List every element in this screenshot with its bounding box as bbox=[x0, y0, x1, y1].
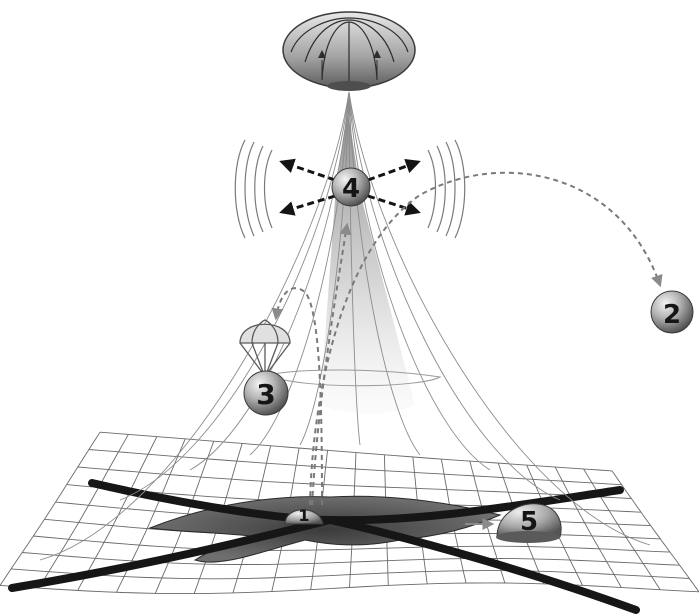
funnel-line bbox=[348, 91, 491, 471]
node-2-label: 2 bbox=[663, 300, 681, 330]
mesh-line-horizontal bbox=[77, 466, 632, 499]
mesh-line-horizontal bbox=[22, 552, 680, 566]
ground-curve-right bbox=[8, 515, 640, 614]
node-1-label: 1 bbox=[298, 506, 309, 525]
parachute-icon bbox=[239, 319, 291, 373]
node-2: 2 bbox=[650, 290, 694, 334]
mesh-line-vertical bbox=[611, 470, 699, 593]
funnel-line bbox=[39, 91, 350, 561]
funnel-ring bbox=[266, 369, 442, 387]
funnel-line bbox=[249, 91, 350, 456]
funnel-line bbox=[348, 91, 361, 446]
funnel-line bbox=[348, 91, 421, 456]
funnel-line bbox=[189, 91, 350, 471]
mesh-line-horizontal bbox=[88, 449, 622, 486]
mesh-line-horizontal bbox=[33, 535, 671, 553]
node-5-label: 5 bbox=[520, 507, 538, 537]
mesh-line-vertical bbox=[0, 431, 101, 586]
radiating-arrows bbox=[279, 158, 421, 216]
trajectory-1-to-3 bbox=[271, 287, 323, 506]
node-1: 1 bbox=[284, 506, 324, 525]
node-3-label: 3 bbox=[256, 378, 275, 411]
trajectory-1-to-4 bbox=[311, 222, 352, 506]
mesh-line-horizontal bbox=[99, 431, 613, 472]
mesh-line-vertical bbox=[77, 436, 158, 591]
trajectories bbox=[271, 171, 663, 506]
funnel-line bbox=[299, 91, 350, 446]
toroidal-vortex-icon bbox=[282, 11, 416, 91]
central-beam bbox=[320, 115, 415, 414]
node-4: 4 bbox=[331, 167, 371, 207]
node-3: 3 bbox=[243, 370, 289, 416]
mesh-line-vertical bbox=[554, 466, 622, 588]
mesh-line-horizontal bbox=[11, 568, 690, 580]
funnel-line bbox=[348, 91, 651, 546]
sound-wave-icon bbox=[427, 139, 466, 239]
node-5: 5 bbox=[496, 503, 562, 543]
sound-wave-icon bbox=[234, 139, 273, 239]
node-4-label: 4 bbox=[342, 174, 360, 204]
funnel-line bbox=[348, 91, 561, 501]
mesh-line-vertical bbox=[38, 434, 129, 589]
mesh-line-horizontal bbox=[0, 582, 699, 595]
